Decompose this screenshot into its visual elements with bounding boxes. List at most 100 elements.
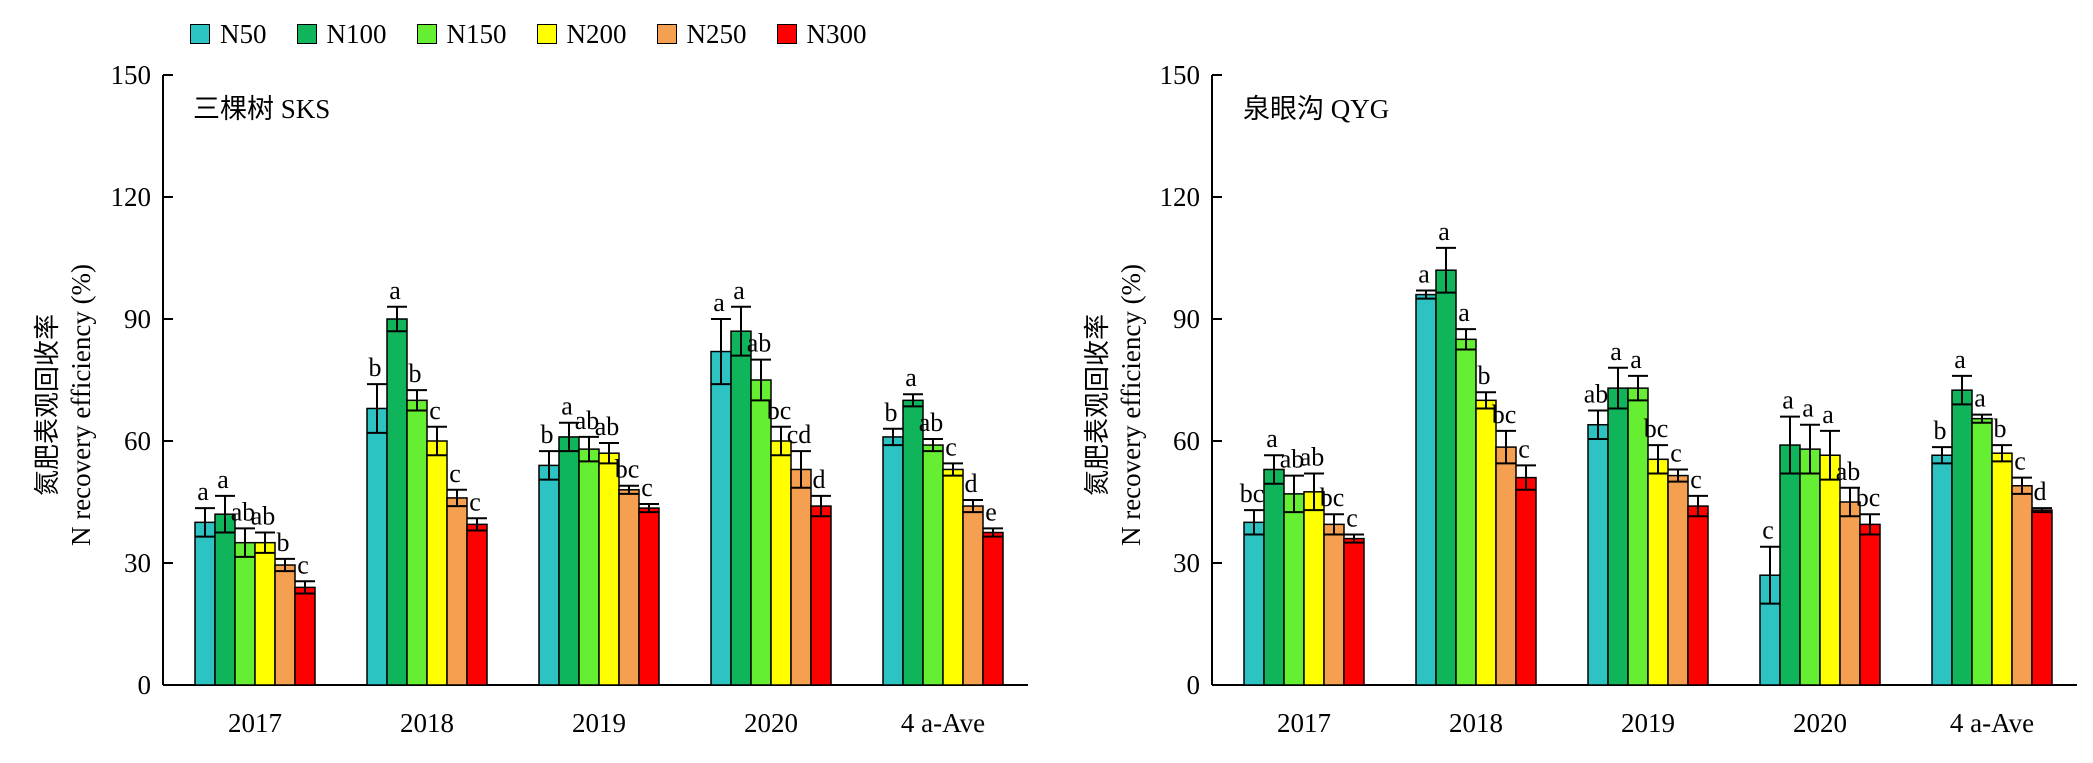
y-axis-label: 氮肥表观回收率 N recovery efficiency (%) (1083, 264, 1146, 546)
significance-letter: b (369, 353, 382, 382)
significance-letter: b (885, 398, 898, 427)
significance-letter: a (1782, 386, 1794, 415)
significance-letter: bc (1320, 483, 1345, 512)
significance-letter: ab (919, 408, 944, 437)
legend-item-n300: N300 (776, 19, 867, 50)
significance-letter: d (813, 465, 826, 494)
bar-n200 (1475, 399, 1497, 686)
bar-n300 (294, 586, 316, 686)
bar-n100 (558, 436, 580, 686)
chart-panel-1: 0 30 60 90 120 150 氮肥表观回收率 N recovery efficienc… (33, 60, 1028, 738)
bar-n200 (254, 541, 276, 686)
bar-n150 (234, 541, 256, 686)
significance-letter: a (1954, 345, 1966, 374)
bar-n50 (1243, 521, 1265, 686)
x-tick-label: 2017 (228, 708, 282, 738)
legend-item-n150: N150 (416, 18, 507, 50)
significance-letter: a (1438, 217, 1450, 246)
significance-letter: c (2014, 447, 2026, 476)
y-tick-label: 60 (124, 426, 151, 456)
bar-n150 (1283, 493, 1305, 686)
y-axis-label-en: N recovery efficiency (%) (66, 264, 96, 546)
bar-n50 (194, 521, 216, 686)
bar-n250 (274, 564, 296, 686)
y-tick-label: 30 (1173, 548, 1200, 578)
legend-item-n250: N250 (656, 18, 747, 50)
x-tick-label: 2019 (572, 708, 626, 738)
significance-letter: a (1822, 400, 1834, 429)
significance-letter: a (1802, 394, 1814, 423)
y-tick-label: 150 (111, 60, 152, 90)
bar-n100 (1607, 387, 1629, 686)
significance-letter: a (561, 392, 573, 421)
x-tick-label: 2020 (1793, 708, 1847, 738)
y-tick-label: 0 (138, 670, 152, 700)
significance-letter: a (1974, 384, 1986, 413)
significance-letter: bc (1856, 483, 1881, 512)
significance-letter: a (1630, 345, 1642, 374)
significance-letter: c (1670, 438, 1682, 467)
legend-item-n100: N100 (296, 19, 387, 50)
y-axis-label-cn: 氮肥表观回收率 (1083, 314, 1112, 496)
significance-letter: e (985, 497, 997, 526)
y-tick-label: 120 (111, 182, 152, 212)
bar-n100 (1263, 468, 1285, 686)
legend-swatch (416, 24, 437, 44)
x-tick-label: 4 a-Ave (901, 708, 985, 738)
significance-letter: ab (1280, 445, 1305, 474)
bar-n250 (1323, 523, 1345, 686)
significance-letter: a (905, 363, 917, 392)
bar-n250 (1667, 474, 1689, 686)
chart-panel-2: 0 30 60 90 120 150 氮肥表观回收率 N recovery efficienc… (1083, 60, 2077, 738)
significance-letter: d (2034, 477, 2047, 506)
bar-n100 (1435, 269, 1457, 686)
bar-n200 (942, 468, 964, 686)
significance-letter: bc (1492, 400, 1517, 429)
bar-n300 (1687, 505, 1709, 686)
bar-n100 (730, 330, 752, 686)
significance-letter: c (1346, 504, 1358, 533)
legend-swatch (536, 24, 557, 44)
significance-letter: a (733, 276, 745, 305)
bar-n50 (1415, 293, 1437, 686)
significance-letter: a (1418, 260, 1430, 289)
y-tick-label: 0 (1187, 670, 1201, 700)
y-tick-label: 90 (124, 304, 151, 334)
bar-n150 (406, 399, 428, 686)
bar-n50 (882, 436, 904, 686)
y-tick-label: 150 (1160, 60, 1201, 90)
significance-letter: c (1518, 434, 1530, 463)
bar-n50 (710, 350, 732, 686)
legend-label: N150 (446, 18, 507, 49)
significance-letter: ab (1300, 443, 1325, 472)
legend-label: N250 (686, 18, 747, 49)
legend-item-n200: N200 (536, 18, 627, 50)
significance-letter: c (297, 550, 309, 579)
significance-letter: b (1478, 361, 1491, 390)
significance-letter: c (1762, 516, 1774, 545)
x-tick-label: 2018 (400, 708, 454, 738)
bar-n100 (386, 318, 408, 686)
bar-n200 (598, 452, 620, 686)
y-axis-label-cn: 氮肥表观回收率 (33, 314, 62, 496)
y-tick-label: 30 (124, 548, 151, 578)
bar-n150 (750, 379, 772, 686)
bar-n50 (1587, 423, 1609, 686)
bar-n250 (1839, 501, 1861, 686)
bar-n100 (214, 513, 236, 686)
legend: N50 N100 N150 N200 N250 N300 (190, 12, 867, 56)
bar-n200 (1991, 452, 2013, 686)
bar-n200 (770, 440, 792, 686)
x-tick-label: 2017 (1277, 708, 1331, 738)
legend-label: N200 (566, 18, 627, 49)
bar-n300 (1859, 523, 1881, 686)
y-axis-label-en: N recovery efficiency (%) (1116, 264, 1146, 546)
significance-letter: cd (787, 420, 812, 449)
x-tick-label: 2020 (744, 708, 798, 738)
significance-letter: bc (615, 455, 640, 484)
significance-letter: c (945, 432, 957, 461)
bar-n200 (1819, 454, 1841, 686)
significance-letter: b (541, 420, 554, 449)
bar-n150 (1799, 448, 1821, 686)
bar-n200 (426, 440, 448, 686)
